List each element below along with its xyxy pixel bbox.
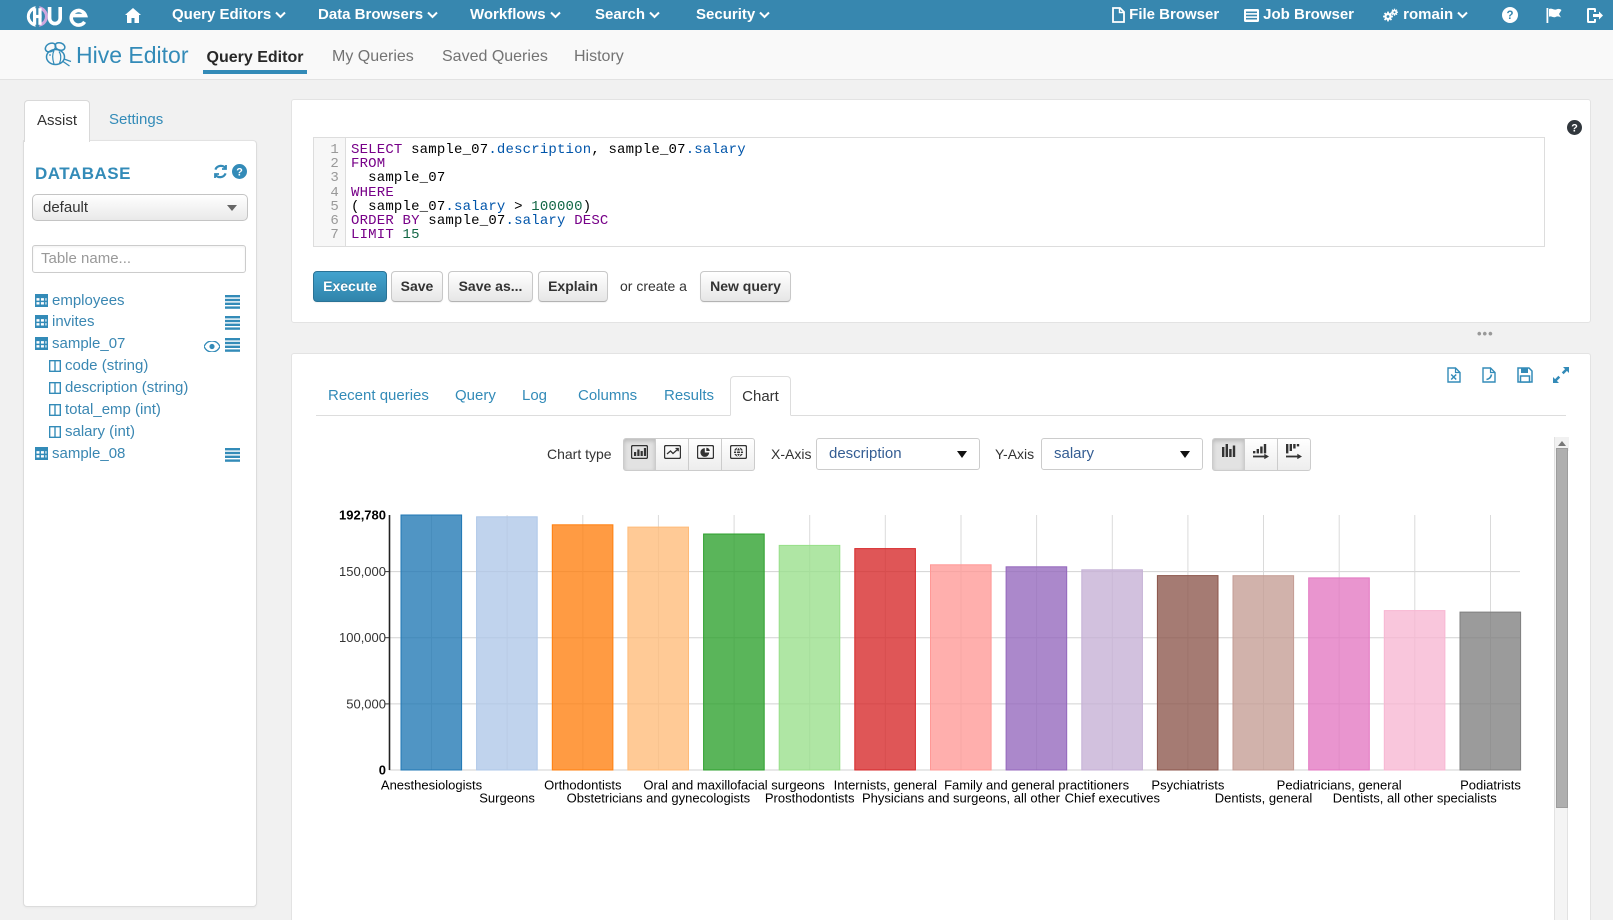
- svg-text:Dentists, general: Dentists, general: [1215, 790, 1313, 805]
- svg-text:Dentists, all other specialist: Dentists, all other specialists: [1333, 790, 1498, 805]
- svg-text:?: ?: [1571, 122, 1578, 134]
- svg-text:192,780: 192,780: [339, 508, 386, 523]
- svg-text:0: 0: [379, 763, 386, 778]
- svg-text:?: ?: [1506, 10, 1513, 22]
- svg-text:Physicians and surgeons, all o: Physicians and surgeons, all other: [862, 790, 1061, 805]
- svg-text:150,000: 150,000: [339, 564, 386, 579]
- svg-text:Obstetricians and gynecologist: Obstetricians and gynecologists: [567, 790, 751, 805]
- svg-text:?: ?: [236, 166, 243, 178]
- svg-text:Pediatricians, general: Pediatricians, general: [1277, 777, 1402, 792]
- svg-text:Surgeons: Surgeons: [479, 790, 535, 805]
- svg-text:Oral and maxillofacial surgeon: Oral and maxillofacial surgeons: [643, 777, 825, 792]
- svg-text:Internists, general: Internists, general: [834, 777, 937, 792]
- svg-text:Podiatrists: Podiatrists: [1460, 777, 1521, 792]
- svg-text:Psychiatrists: Psychiatrists: [1151, 777, 1224, 792]
- svg-text:Prosthodontists: Prosthodontists: [765, 790, 855, 805]
- svg-text:50,000: 50,000: [346, 696, 386, 711]
- svg-text:Anesthesiologists: Anesthesiologists: [381, 777, 483, 792]
- svg-text:Orthodontists: Orthodontists: [544, 777, 622, 792]
- svg-text:100,000: 100,000: [339, 630, 386, 645]
- svg-text:Family and general practitione: Family and general practitioners: [944, 777, 1129, 792]
- svg-text:Chief executives: Chief executives: [1065, 790, 1161, 805]
